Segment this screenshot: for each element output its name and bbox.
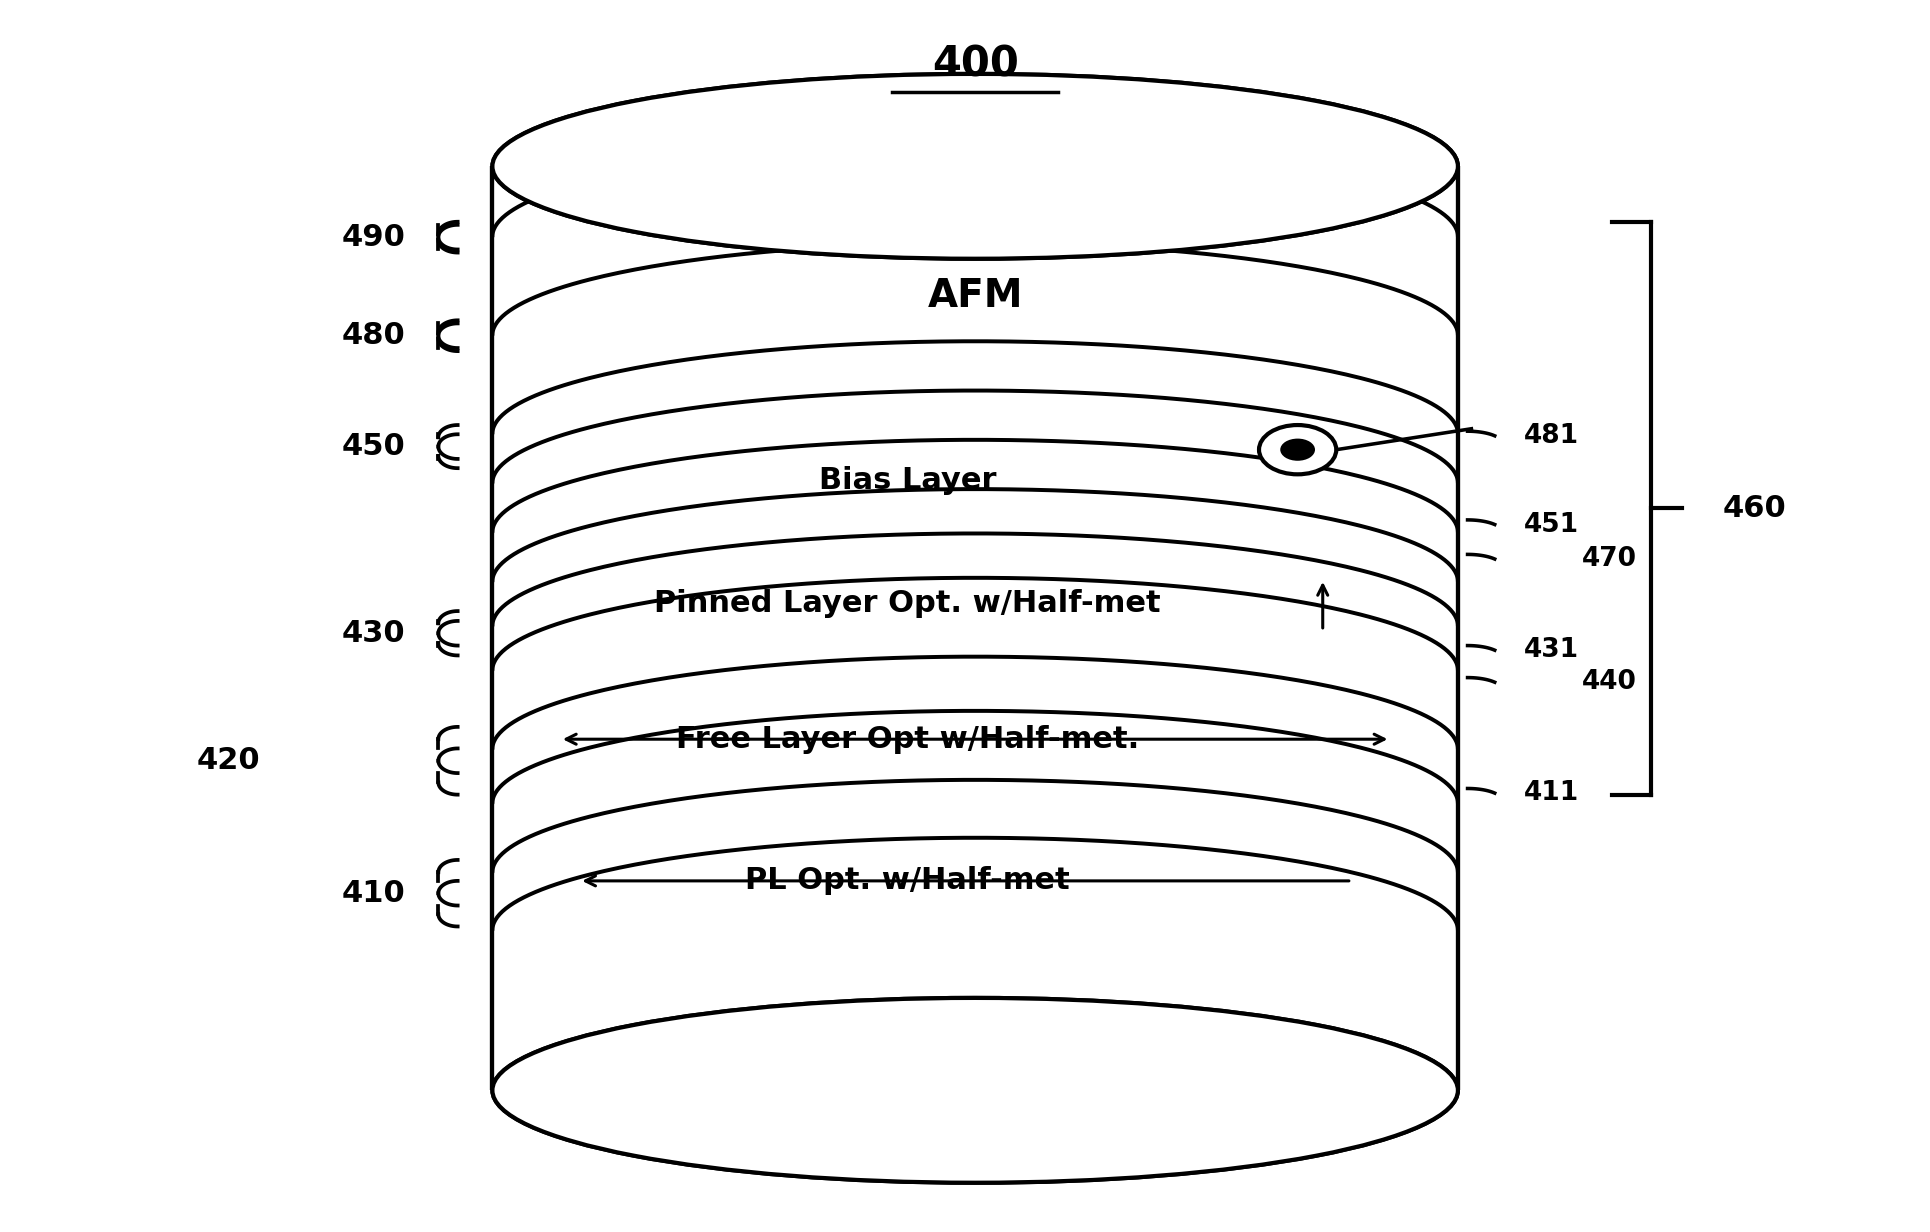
Ellipse shape: [492, 998, 1457, 1183]
Text: 490: 490: [342, 223, 405, 251]
Text: 450: 450: [342, 432, 405, 461]
Text: Free Layer Opt w/Half-met.: Free Layer Opt w/Half-met.: [676, 724, 1139, 754]
Text: 410: 410: [342, 878, 405, 908]
Text: 460: 460: [1722, 494, 1785, 522]
Text: 411: 411: [1523, 780, 1579, 806]
Text: AFM: AFM: [926, 277, 1023, 314]
Text: PL Opt. w/Half-met: PL Opt. w/Half-met: [745, 866, 1069, 896]
Ellipse shape: [492, 998, 1457, 1183]
Text: 440: 440: [1581, 669, 1635, 695]
Text: 430: 430: [342, 618, 405, 648]
Ellipse shape: [492, 74, 1457, 259]
Text: 400: 400: [932, 43, 1017, 85]
Text: 480: 480: [342, 322, 405, 350]
Text: Pinned Layer Opt. w/Half-met: Pinned Layer Opt. w/Half-met: [654, 589, 1160, 618]
Text: 431: 431: [1523, 637, 1579, 663]
Text: 470: 470: [1581, 546, 1637, 572]
Text: 420: 420: [197, 747, 261, 775]
Ellipse shape: [492, 74, 1457, 259]
Text: 481: 481: [1523, 423, 1579, 448]
Circle shape: [1280, 439, 1314, 461]
Text: 451: 451: [1523, 511, 1579, 537]
Text: Bias Layer: Bias Layer: [818, 466, 996, 495]
Circle shape: [1258, 425, 1336, 474]
